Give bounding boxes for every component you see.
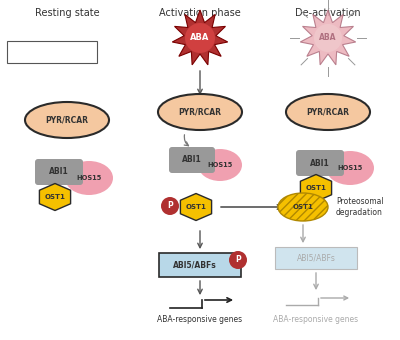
Text: PYR/RCAR: PYR/RCAR — [46, 116, 88, 124]
Text: Activation phase: Activation phase — [159, 8, 241, 18]
Text: OST1: OST1 — [306, 185, 326, 191]
Circle shape — [185, 23, 215, 53]
Text: Resting state: Resting state — [35, 8, 99, 18]
Text: OST1: OST1 — [44, 194, 66, 200]
FancyBboxPatch shape — [35, 159, 83, 185]
FancyBboxPatch shape — [296, 150, 344, 176]
Circle shape — [161, 197, 179, 215]
Text: OST1: OST1 — [186, 204, 206, 210]
FancyBboxPatch shape — [159, 253, 241, 277]
FancyBboxPatch shape — [7, 41, 97, 63]
Ellipse shape — [326, 151, 374, 185]
Text: ABI5/ABFs: ABI5/ABFs — [173, 260, 217, 270]
Text: HOS15: HOS15 — [76, 175, 102, 181]
Text: P: P — [167, 202, 173, 210]
Text: P: P — [235, 255, 241, 265]
Ellipse shape — [25, 102, 109, 138]
Ellipse shape — [198, 149, 242, 181]
Circle shape — [229, 251, 247, 269]
Text: ABA: ABA — [190, 34, 210, 42]
Text: OST1: OST1 — [292, 204, 314, 210]
Text: HOS15: HOS15 — [207, 162, 233, 168]
Polygon shape — [40, 184, 70, 210]
Text: ABA-responsive genes: ABA-responsive genes — [158, 315, 242, 324]
Text: De-activation: De-activation — [295, 8, 361, 18]
Ellipse shape — [278, 193, 328, 221]
Polygon shape — [180, 193, 212, 221]
Text: HOS15: HOS15 — [337, 165, 363, 171]
Text: PYR/RCAR: PYR/RCAR — [306, 107, 350, 117]
Text: ABI1: ABI1 — [182, 155, 202, 165]
Ellipse shape — [286, 94, 370, 130]
Circle shape — [314, 24, 342, 52]
Text: ABA-responsive genes: ABA-responsive genes — [274, 315, 358, 324]
Text: Proteosomal
degradation: Proteosomal degradation — [336, 197, 384, 217]
Text: ABA: ABA — [319, 34, 337, 42]
Text: ABI5/ABFs: ABI5/ABFs — [296, 254, 336, 262]
Ellipse shape — [158, 94, 242, 130]
Polygon shape — [172, 10, 228, 65]
FancyBboxPatch shape — [275, 247, 357, 269]
Ellipse shape — [65, 161, 113, 195]
Polygon shape — [300, 10, 356, 65]
Polygon shape — [300, 174, 332, 202]
Text: ABI1: ABI1 — [49, 168, 69, 176]
Text: ABI1: ABI1 — [310, 158, 330, 168]
Text: PYR/RCAR: PYR/RCAR — [178, 107, 222, 117]
Text: Without ABA: Without ABA — [28, 48, 76, 56]
FancyBboxPatch shape — [169, 147, 215, 173]
